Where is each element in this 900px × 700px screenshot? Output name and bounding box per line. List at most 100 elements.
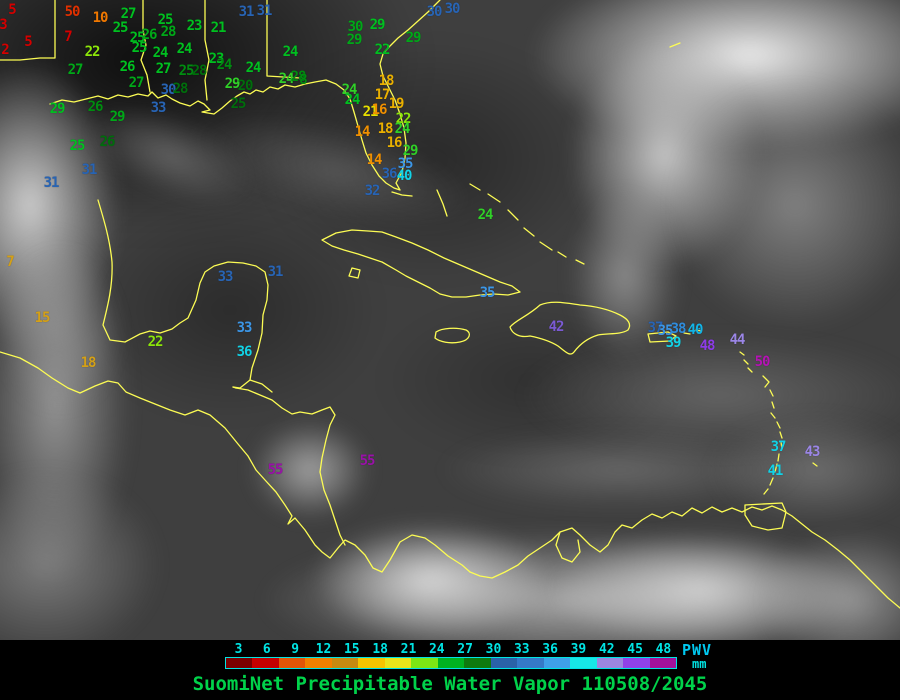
pwv-station-value: 21 <box>362 104 379 120</box>
colorbar-segment <box>543 658 571 668</box>
colorbar <box>225 657 677 669</box>
pwv-station-value: 24 <box>278 71 295 87</box>
pwv-station-value: 20 <box>237 78 254 94</box>
colorbar-segment <box>305 658 332 668</box>
pwv-station-value: 31 <box>256 3 273 19</box>
colorbar-segment <box>226 658 253 668</box>
pwv-station-value: 24 <box>282 44 299 60</box>
pwv-station-value: 28 <box>172 81 189 97</box>
pwv-station-value: 36 <box>236 344 253 360</box>
pwv-station-value: 32 <box>364 183 381 199</box>
pwv-station-value: 16 <box>371 102 388 118</box>
cloud-streaks-lower <box>710 415 900 525</box>
coastline-south-america <box>469 505 900 609</box>
pwv-station-value: 35 <box>397 156 414 172</box>
colorbar-segment <box>331 658 359 668</box>
pwv-station-value: 37 <box>647 320 664 336</box>
colorbar-tick: 33 <box>513 642 530 657</box>
pwv-station-value: 15 <box>34 310 51 326</box>
pwv-station-value: 29 <box>224 76 241 92</box>
island-puerto-rico <box>647 329 702 343</box>
pwv-station-value: 18 <box>377 121 394 137</box>
pwv-station-value: 28 <box>191 63 208 79</box>
lake-maracaibo <box>555 531 581 563</box>
colorbar-tick: 36 <box>542 642 558 657</box>
pwv-station-value: 27 <box>155 61 172 77</box>
coastline-gulf-florida <box>49 0 441 191</box>
pwv-station-value: 21 <box>210 20 227 36</box>
coastline-map <box>0 0 900 609</box>
colorbar-segment <box>570 658 597 668</box>
colorbar-segment <box>490 658 518 668</box>
cloud-streaks-mid <box>520 335 900 455</box>
pwv-station-value: 14 <box>366 152 383 168</box>
pwv-station-value: 7 <box>64 29 73 45</box>
pwv-station-value: 28 <box>160 24 177 40</box>
pwv-station-value: 22 <box>84 44 101 60</box>
pwv-station-value: 26 <box>119 59 136 75</box>
colorbar-tick: 9 <box>291 642 300 657</box>
colorbar-tick: 30 <box>485 642 502 657</box>
pwv-station-value: 33 <box>217 269 234 285</box>
pwv-station-value: 5 <box>8 2 17 18</box>
colorbar-tick: 12 <box>315 642 332 657</box>
colorbar-unit-pwv: PWV <box>682 641 713 659</box>
pwv-station-value: 35 <box>479 285 496 301</box>
border-guatemala <box>232 379 273 393</box>
pwv-station-value: 14 <box>354 124 371 140</box>
pwv-station-value: 33 <box>236 320 253 336</box>
pwv-station-value: 25 <box>112 20 129 36</box>
pwv-station-value: 5 <box>24 34 33 50</box>
islands-lesser-antilles <box>739 351 818 495</box>
pwv-station-value: 18 <box>378 73 395 89</box>
colorbar-tick-labels: 3 6 9 12 15 18 21 24 27 30 33 36 39 42 45 48 <box>225 642 677 657</box>
coastline-mexico-east <box>97 199 269 389</box>
colorbar-tick: 18 <box>372 642 388 657</box>
pwv-station-value: 26 <box>87 99 104 115</box>
colorbar-segment <box>278 658 306 668</box>
border-texas-louisiana <box>140 0 151 93</box>
pwv-station-value: 3 <box>0 17 8 33</box>
pwv-station-value: 55 <box>359 453 376 469</box>
pwv-station-value: 50 <box>64 4 81 20</box>
colorbar-tick: 48 <box>655 642 672 657</box>
pwv-station-value: 17 <box>374 87 391 103</box>
pwv-station-value: 55 <box>267 462 284 478</box>
pwv-station-value: 18 <box>80 355 97 371</box>
pwv-station-value: 24 <box>216 57 233 73</box>
pwv-station-value: 25 <box>131 40 148 56</box>
colorbar-tick: 39 <box>570 642 587 657</box>
pwv-station-value: 24 <box>176 41 193 57</box>
colorbar-tick: 3 <box>234 642 243 657</box>
pwv-station-value: 29 <box>402 143 419 159</box>
colorbar-unit-mm: mm <box>692 657 707 671</box>
pwv-station-value: 24 <box>245 60 262 76</box>
pwv-station-value: 25 <box>129 30 146 46</box>
pwv-station-value: 23 <box>208 51 225 67</box>
pwv-station-value: 31 <box>43 175 60 191</box>
pwv-station-value: 22 <box>395 111 412 127</box>
pwv-station-value: 43 <box>804 444 821 460</box>
pwv-station-value: 23 <box>186 18 203 34</box>
colorbar-segment <box>623 658 650 668</box>
pwv-station-value: 24 <box>341 82 358 98</box>
cloud-colombia <box>310 520 550 640</box>
colorbar-tick: 45 <box>627 642 643 657</box>
colorbar-segment <box>358 658 385 668</box>
border-alabama-florida <box>266 0 301 79</box>
cloud-nicaragua <box>250 420 370 520</box>
island-isle-of-youth <box>348 267 361 279</box>
colorbar-segment <box>517 658 544 668</box>
pwv-station-value: 26 <box>141 27 158 43</box>
cloud-mass-east <box>670 80 900 330</box>
pwv-station-value: 22 <box>374 42 391 58</box>
pwv-station-value: 27 <box>128 75 145 91</box>
pwv-station-value: 25 <box>69 138 86 154</box>
pwv-station-value: 36 <box>381 166 398 182</box>
legend-panel: 3 6 9 12 15 18 21 24 27 30 33 36 39 42 45 48 PWV mm Suo… <box>0 640 900 700</box>
colorbar-tick: 27 <box>457 642 473 657</box>
pwv-station-value: 30 <box>444 1 461 17</box>
pwv-station-value: 37 <box>770 439 787 455</box>
pwv-station-value: 39 <box>665 335 682 351</box>
